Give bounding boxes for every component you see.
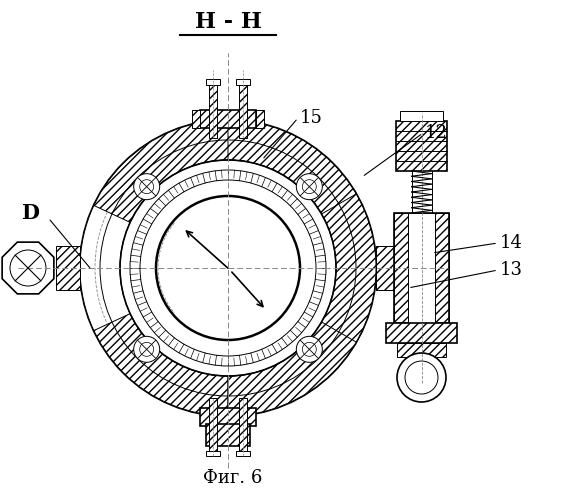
Text: D: D <box>21 203 39 223</box>
Bar <box>236 451 250 456</box>
Bar <box>386 323 457 343</box>
Polygon shape <box>192 110 200 128</box>
Circle shape <box>302 180 316 194</box>
Bar <box>239 398 247 453</box>
Circle shape <box>120 160 336 376</box>
Bar <box>209 398 217 453</box>
Bar <box>239 83 247 138</box>
Bar <box>206 424 250 446</box>
Bar <box>408 213 435 323</box>
Bar <box>397 343 446 357</box>
Bar <box>396 121 447 171</box>
Bar <box>200 110 256 128</box>
Circle shape <box>126 166 330 370</box>
Circle shape <box>296 174 323 200</box>
Bar <box>200 408 256 426</box>
Bar <box>394 213 449 323</box>
Circle shape <box>80 120 376 416</box>
Circle shape <box>156 196 300 340</box>
Circle shape <box>133 336 160 362</box>
Wedge shape <box>80 268 228 416</box>
Text: 15: 15 <box>300 109 323 127</box>
Bar <box>376 246 394 290</box>
Text: Н - Н: Н - Н <box>194 11 262 33</box>
Circle shape <box>296 336 323 362</box>
Text: 14: 14 <box>500 234 523 252</box>
Circle shape <box>10 250 46 286</box>
Bar <box>56 246 80 290</box>
Circle shape <box>140 342 154 356</box>
Circle shape <box>397 353 446 402</box>
Bar <box>435 213 449 323</box>
Text: 13: 13 <box>500 261 523 279</box>
Wedge shape <box>80 120 228 268</box>
Wedge shape <box>304 194 376 342</box>
Circle shape <box>405 361 438 394</box>
Text: Фиг. 6: Фиг. 6 <box>204 469 263 487</box>
Bar <box>206 79 220 85</box>
Bar <box>209 83 217 138</box>
Wedge shape <box>80 206 191 330</box>
Bar <box>236 79 250 85</box>
Text: 12: 12 <box>425 124 448 142</box>
Bar <box>394 213 408 323</box>
Wedge shape <box>228 268 376 416</box>
Circle shape <box>133 174 160 200</box>
Bar <box>400 111 443 121</box>
Polygon shape <box>2 242 54 294</box>
Polygon shape <box>256 110 264 128</box>
Wedge shape <box>228 120 376 268</box>
Circle shape <box>140 180 154 194</box>
Bar <box>206 451 220 456</box>
Circle shape <box>302 342 316 356</box>
